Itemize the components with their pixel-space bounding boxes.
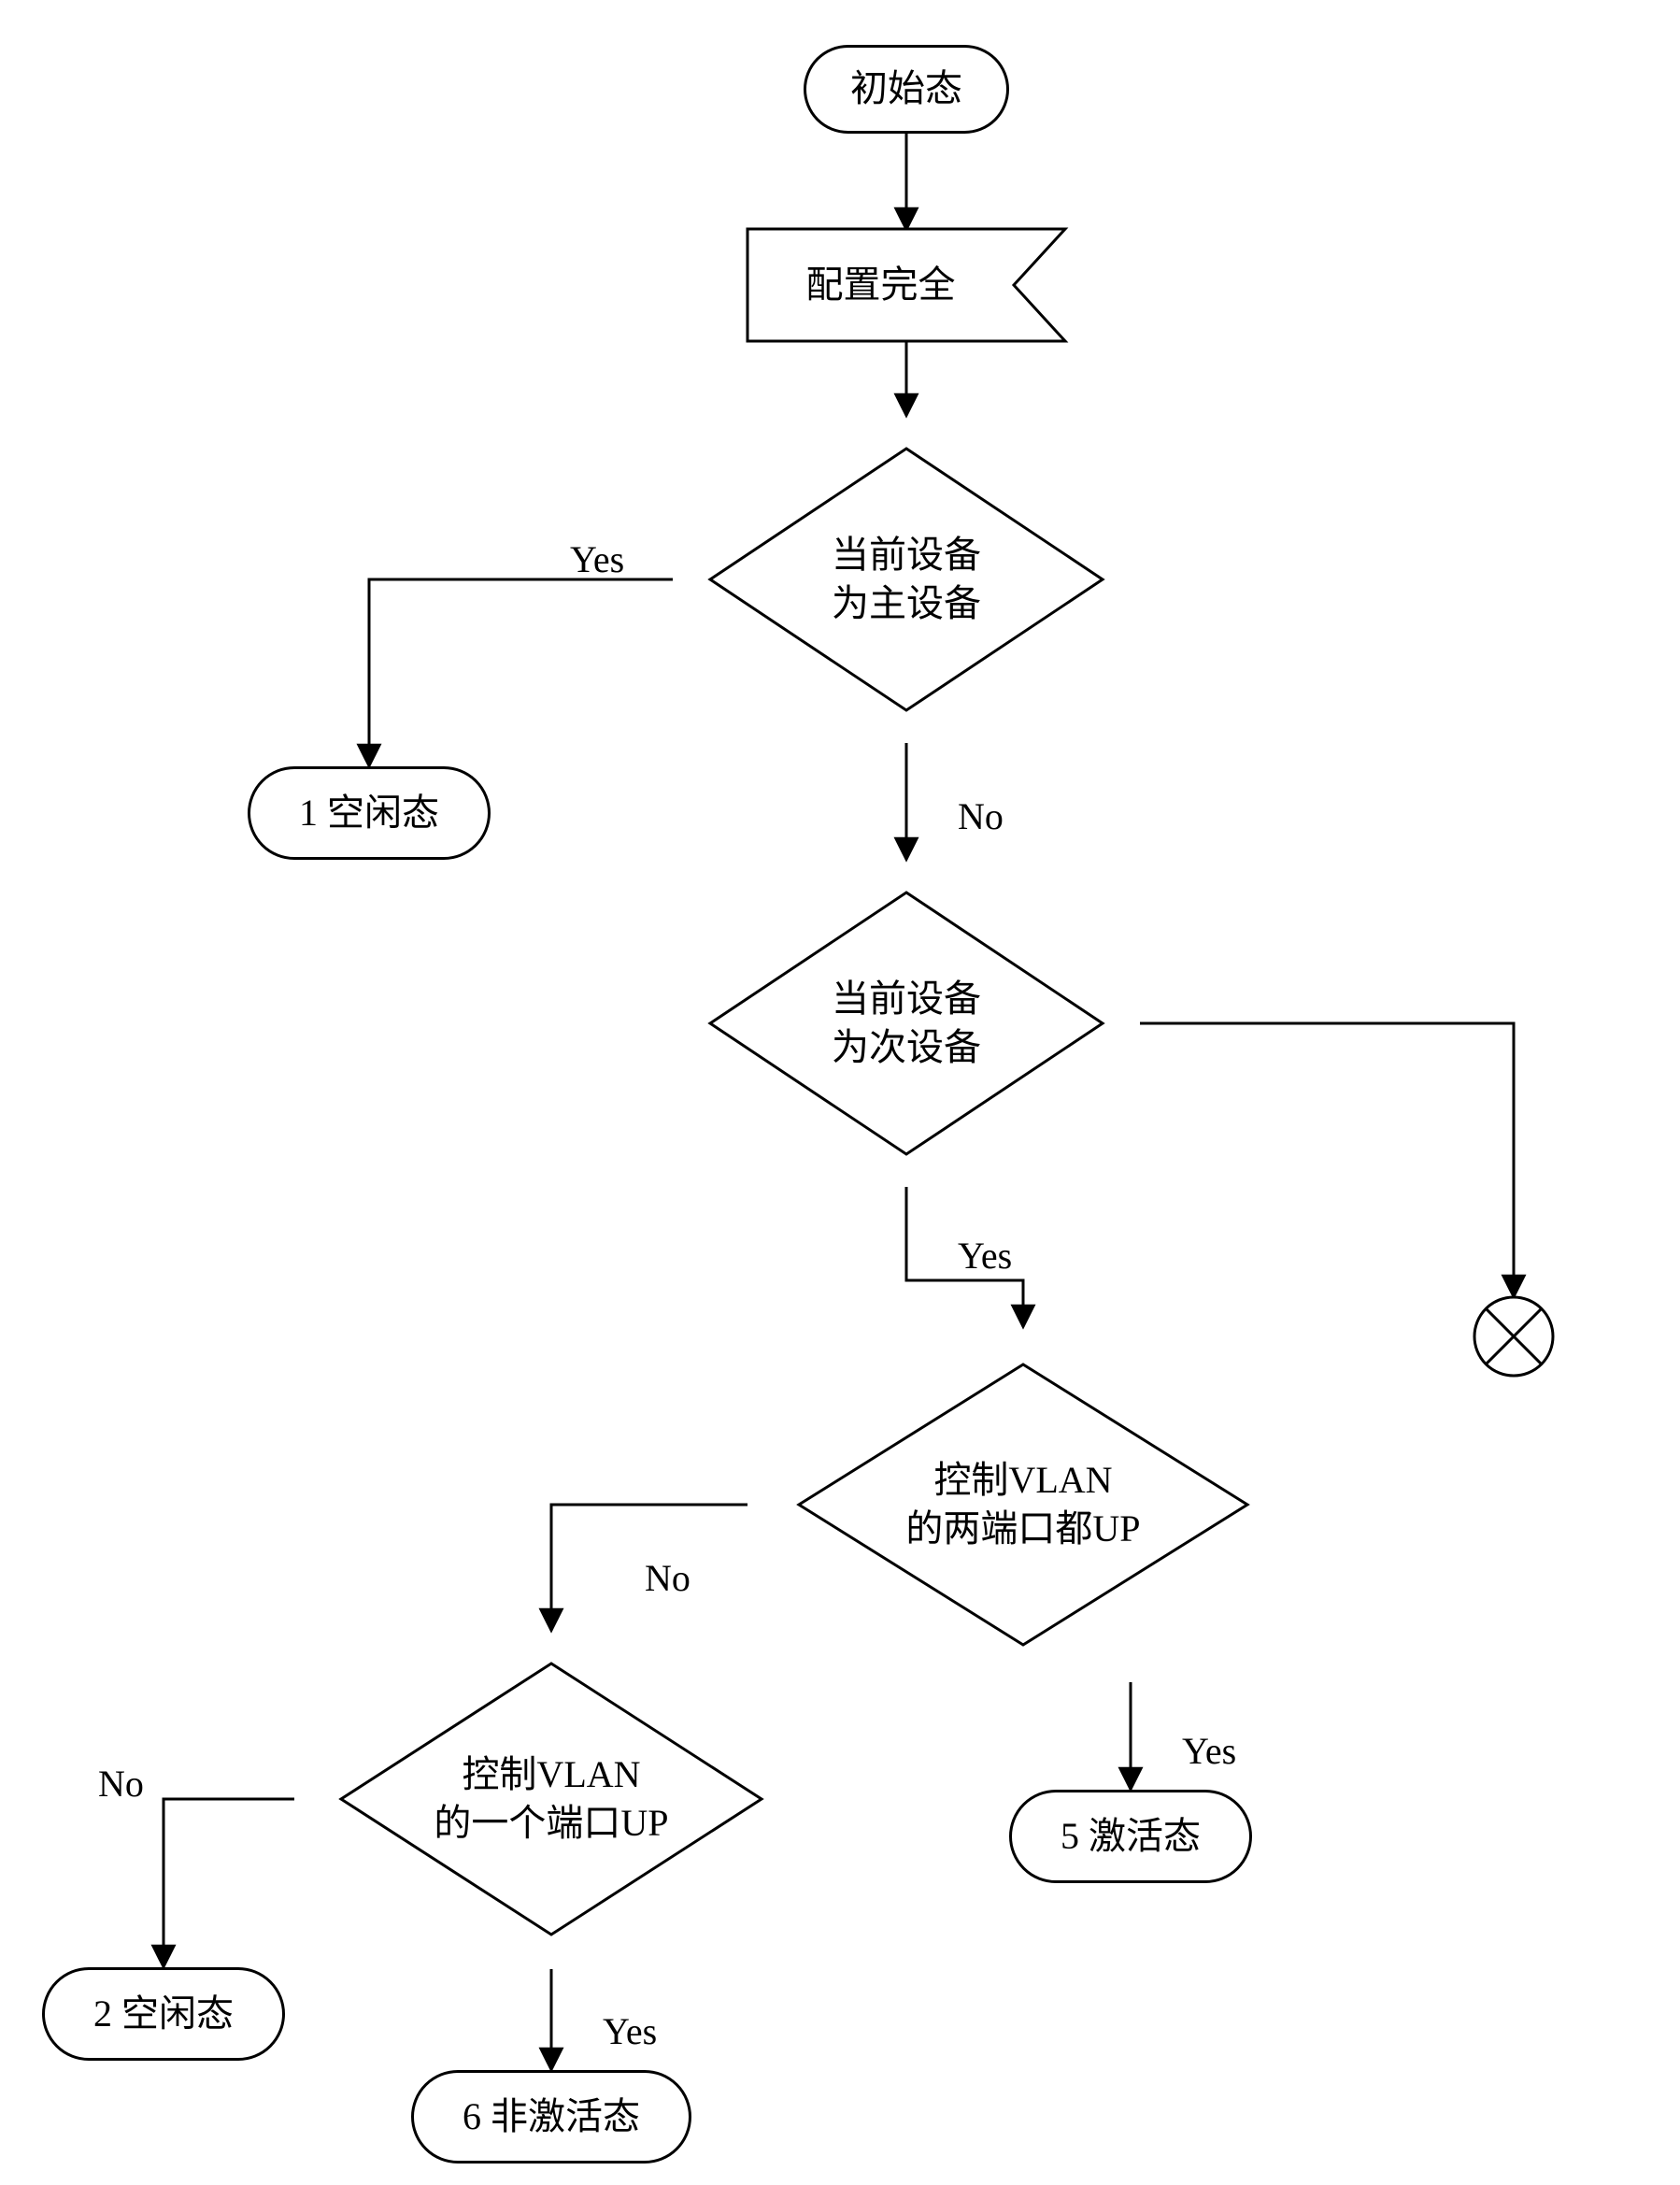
node-decision-primary: 当前设备 为主设备 [738,477,1075,682]
node-terminator-active-label: 5 激活态 [1061,1812,1201,1861]
node-decision-one-port-up: 控制VLAN 的一个端口UP [369,1692,733,1907]
node-decision-two-ports-up: 控制VLAN 的两端口都UP [827,1392,1219,1617]
node-decision-two-ports-up-label: 控制VLAN 的两端口都UP [905,1456,1140,1553]
node-terminator-idle-1: 1 空闲态 [248,766,491,860]
edge-label: No [645,1556,691,1600]
node-decision-secondary-label: 当前设备 为次设备 [832,975,981,1072]
edge-label: Yes [958,1234,1012,1278]
node-terminator-active: 5 激活态 [1009,1790,1252,1883]
node-start: 初始态 [804,45,1009,134]
node-terminator-idle-1-label: 1 空闲态 [299,789,439,837]
edge-label: Yes [1182,1729,1236,1773]
node-decision-one-port-up-label: 控制VLAN 的一个端口UP [434,1750,668,1848]
node-decision-primary-label: 当前设备 为主设备 [832,531,981,628]
node-terminator-idle-2: 2 空闲态 [42,1967,285,2061]
node-terminator-inactive: 6 非激活态 [411,2070,691,2164]
node-terminator-idle-2-label: 2 空闲态 [93,1990,234,2038]
flowchart-canvas: 初始态 配置完全 当前设备 为主设备 当前设备 为次设备 控制VLAN 的两端口… [0,0,1680,2185]
node-decision-secondary: 当前设备 为次设备 [738,921,1075,1126]
edge-label: No [98,1762,144,1806]
edge-label: No [958,794,1004,838]
node-config-label: 配置完全 [806,261,956,309]
node-config: 配置完全 [747,229,1014,341]
node-terminator-inactive-label: 6 非激活态 [463,2092,640,2141]
node-start-label: 初始态 [850,64,962,113]
edge-label: Yes [570,537,624,581]
edge-label: Yes [603,2009,657,2053]
